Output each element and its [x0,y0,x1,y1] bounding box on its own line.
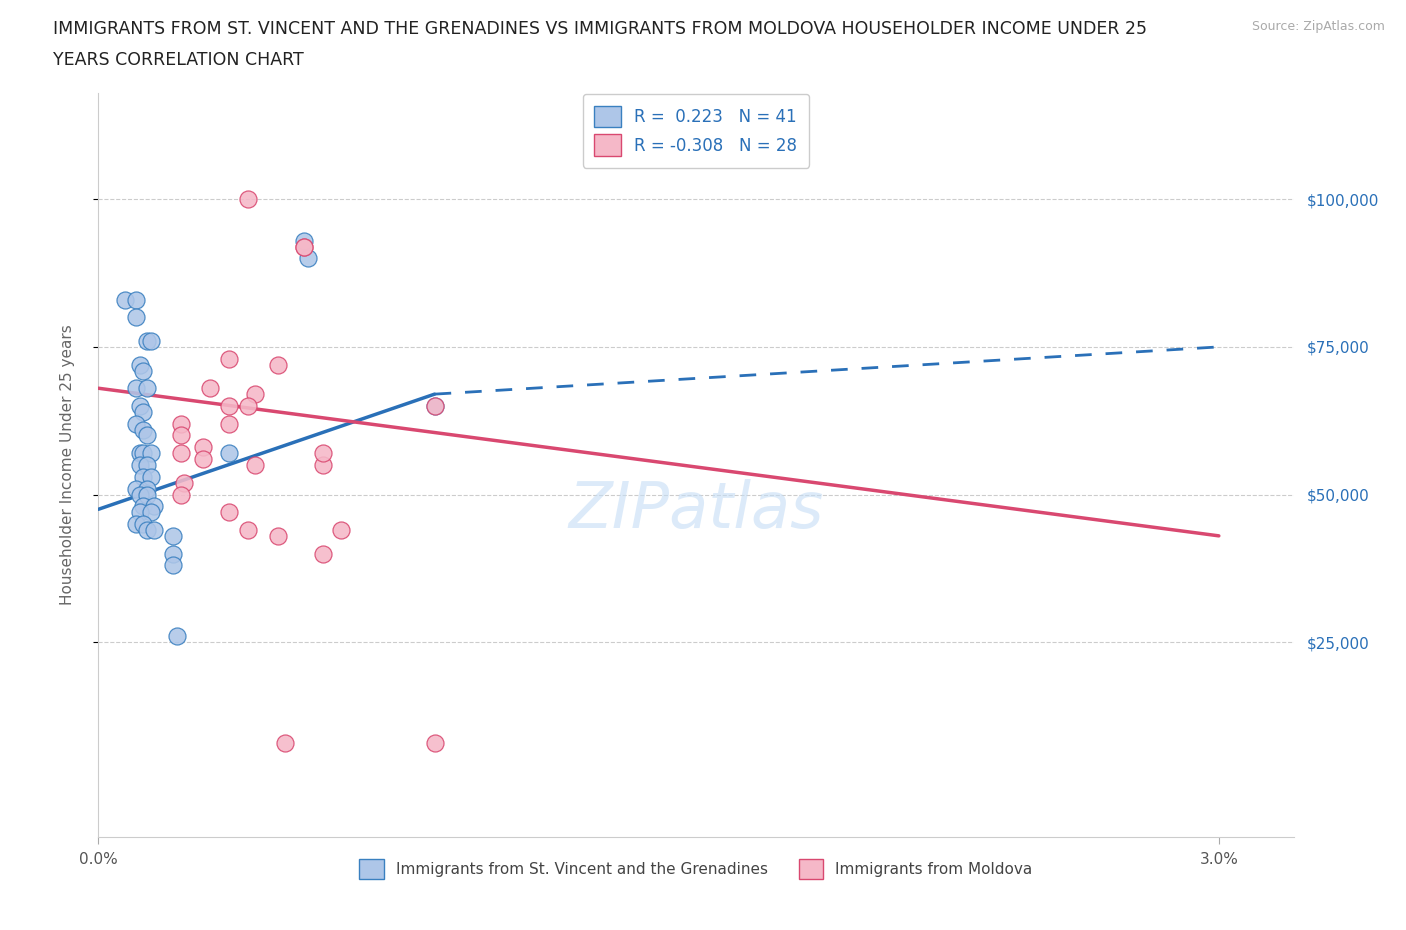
Point [162,528,184,543]
Point [274,735,297,750]
Y-axis label: Householder Income Under 25 years: Householder Income Under 25 years [60,325,75,605]
Point [169,428,191,443]
Point [125,310,148,325]
Point [200,380,222,395]
Point [423,399,446,414]
Point [218,399,240,414]
Point [132,470,155,485]
Point [132,422,155,437]
Point [136,523,159,538]
Point [169,445,191,460]
Point [218,505,240,520]
Point [191,440,214,455]
Point [245,458,267,472]
Point [173,475,195,490]
Point [423,399,446,414]
Point [166,629,188,644]
Point [136,428,159,443]
Point [423,735,446,750]
Point [128,505,150,520]
Point [125,380,148,395]
Point [128,445,150,460]
Point [218,352,240,366]
Point [125,516,148,531]
Point [311,445,333,460]
Point [139,470,162,485]
Point [139,334,162,349]
Point [132,445,155,460]
Point [128,458,150,472]
Point [267,357,290,372]
Point [236,523,259,538]
Point [311,458,333,472]
Point [128,357,150,372]
Point [218,445,240,460]
Point [128,487,150,502]
Point [132,405,155,419]
Point [191,452,214,467]
Text: YEARS CORRELATION CHART: YEARS CORRELATION CHART [53,51,304,69]
Point [162,546,184,561]
Point [236,192,259,206]
Point [114,292,136,307]
Text: Source: ZipAtlas.com: Source: ZipAtlas.com [1251,20,1385,33]
Point [136,334,159,349]
Point [292,239,315,254]
Point [139,505,162,520]
Point [297,251,319,266]
Point [136,481,159,496]
Point [292,233,315,248]
Point [132,516,155,531]
Point [236,399,259,414]
Point [330,523,353,538]
Point [139,445,162,460]
Point [162,558,184,573]
Point [132,498,155,513]
Text: ZIPatlas: ZIPatlas [568,479,824,540]
Point [125,292,148,307]
Point [292,239,315,254]
Point [311,546,333,561]
Point [218,417,240,432]
Point [136,458,159,472]
Legend: Immigrants from St. Vincent and the Grenadines, Immigrants from Moldova: Immigrants from St. Vincent and the Gren… [353,854,1039,885]
Point [169,487,191,502]
Point [125,481,148,496]
Text: IMMIGRANTS FROM ST. VINCENT AND THE GRENADINES VS IMMIGRANTS FROM MOLDOVA HOUSEH: IMMIGRANTS FROM ST. VINCENT AND THE GREN… [53,20,1147,38]
Point [143,498,166,513]
Point [267,528,290,543]
Point [132,363,155,378]
Point [143,523,166,538]
Point [128,399,150,414]
Point [245,387,267,402]
Point [136,487,159,502]
Point [125,417,148,432]
Point [169,417,191,432]
Point [136,380,159,395]
